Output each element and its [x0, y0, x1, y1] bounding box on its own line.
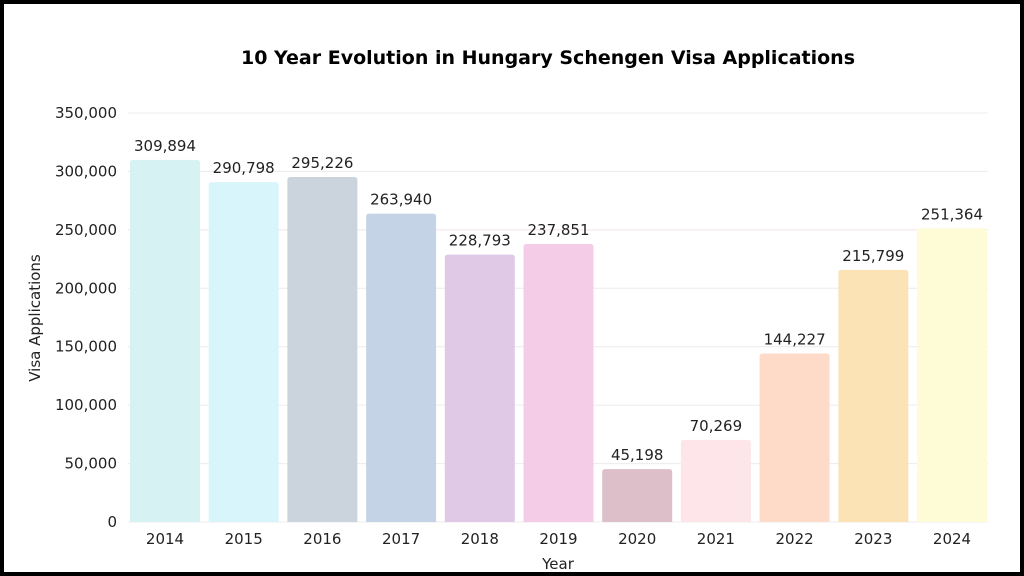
- x-tick-label: 2014: [146, 530, 184, 548]
- x-tick-label: 2016: [303, 530, 341, 548]
- y-axis-label: Visa Applications: [26, 254, 44, 382]
- x-tick-label: 2024: [933, 530, 971, 548]
- bar-2024: [917, 228, 987, 522]
- y-tick-label: 200,000: [55, 279, 117, 297]
- data-label: 45,198: [611, 446, 664, 464]
- x-tick-label: 2022: [776, 530, 814, 548]
- x-tick-label: 2017: [382, 530, 420, 548]
- x-tick-label: 2018: [461, 530, 499, 548]
- data-label: 144,227: [764, 330, 826, 348]
- x-tick-label: 2021: [697, 530, 735, 548]
- data-label: 290,798: [213, 159, 275, 177]
- x-tick-label: 2019: [539, 530, 577, 548]
- chart-frame: 10 Year Evolution in Hungary Schengen Vi…: [4, 4, 1020, 572]
- bar-2017: [366, 213, 437, 522]
- data-label: 309,894: [134, 137, 196, 155]
- bar-2019: [523, 244, 594, 522]
- data-label: 251,364: [921, 205, 983, 223]
- bar-2021: [680, 439, 751, 522]
- x-tick-label: 2020: [618, 530, 656, 548]
- y-tick-label: 100,000: [55, 396, 117, 414]
- y-tick-label: 250,000: [55, 221, 117, 239]
- x-axis-label: Year: [541, 555, 575, 572]
- bar-2016: [287, 177, 358, 522]
- x-tick-label: 2015: [225, 530, 263, 548]
- y-tick-label: 350,000: [55, 104, 117, 122]
- data-label: 263,940: [370, 191, 432, 209]
- bar-2020: [602, 469, 673, 522]
- data-label: 295,226: [291, 154, 353, 172]
- bar-2014: [130, 159, 200, 522]
- y-tick-label: 0: [107, 513, 117, 531]
- y-tick-label: 50,000: [65, 455, 118, 473]
- chart-title: 10 Year Evolution in Hungary Schengen Vi…: [241, 47, 855, 69]
- data-label: 228,793: [449, 232, 511, 250]
- bar-2023: [838, 269, 909, 522]
- data-label: 237,851: [527, 221, 589, 239]
- bar-2022: [759, 353, 830, 522]
- bar-2015: [208, 182, 279, 522]
- y-tick-label: 300,000: [55, 162, 117, 180]
- y-tick-label: 150,000: [55, 338, 117, 356]
- x-tick-label: 2023: [854, 530, 892, 548]
- data-label: 70,269: [690, 417, 743, 435]
- bar-2018: [444, 254, 515, 522]
- bar-chart: 10 Year Evolution in Hungary Schengen Vi…: [26, 47, 988, 572]
- data-label: 215,799: [842, 247, 904, 265]
